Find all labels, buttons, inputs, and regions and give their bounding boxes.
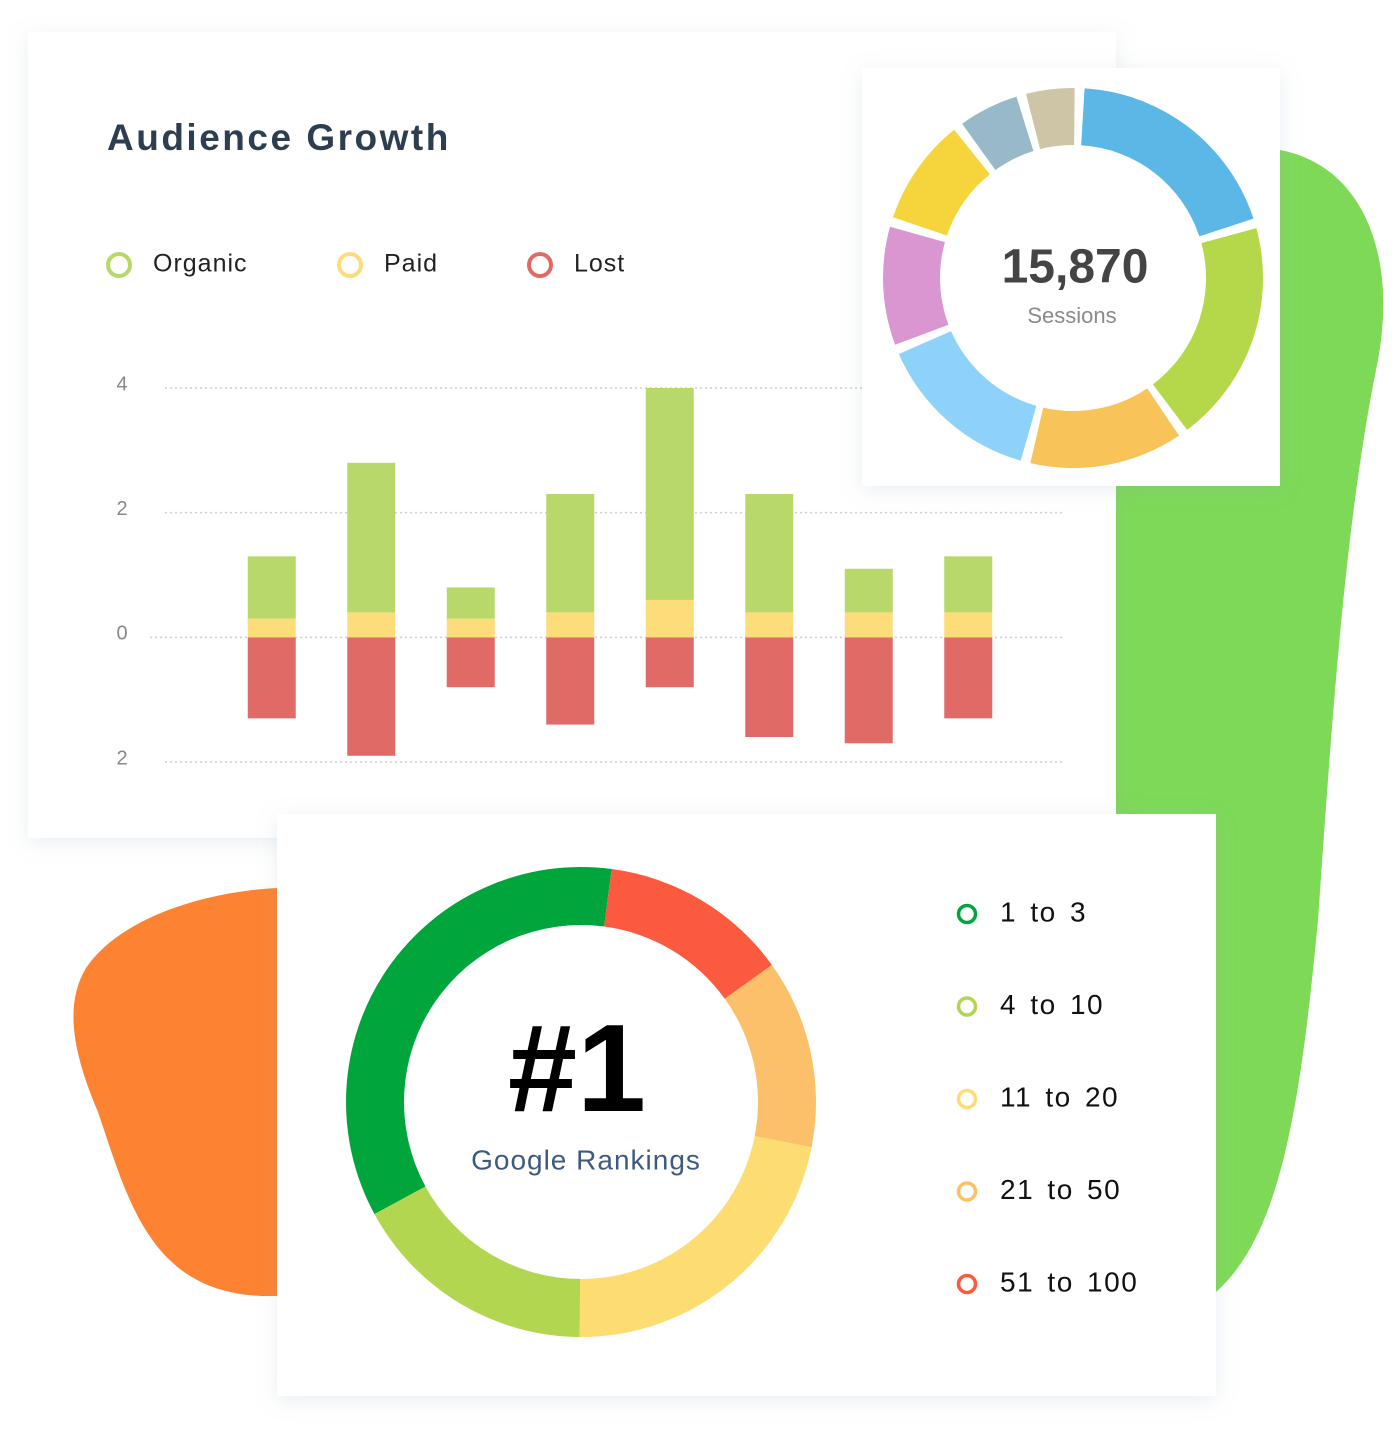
rankings-legend: 1 to 3 4 to 10 11 to 20 21 to 50 51 to 100 <box>956 896 1138 1297</box>
donut-segment <box>883 226 949 345</box>
legend-label: 1 to 3 <box>1000 896 1087 927</box>
donut-segment <box>892 129 990 236</box>
bar-segment <box>944 612 993 638</box>
sessions-value: 15,870 <box>1002 241 1149 294</box>
rankings-donut <box>345 867 816 1337</box>
bar-segment <box>844 637 893 744</box>
legend-label: 11 to 20 <box>1000 1081 1119 1112</box>
legend-label: 21 to 50 <box>1000 1174 1121 1205</box>
donut-segment <box>724 964 816 1148</box>
bar-segment <box>745 612 794 638</box>
bar-segment <box>944 637 993 719</box>
bar-segment <box>546 493 595 613</box>
donut-segment <box>345 867 612 1215</box>
bar-segment <box>347 637 396 756</box>
donut-segment <box>604 869 772 999</box>
legend-marker <box>956 903 978 925</box>
donut-segment <box>1030 388 1180 469</box>
bar-segment <box>347 462 396 613</box>
donut-segment <box>1152 228 1263 430</box>
y-tick-label: 0 <box>116 623 127 645</box>
orange-blob <box>73 888 277 1296</box>
legend-marker <box>337 252 363 278</box>
donut-segment <box>1081 88 1254 237</box>
y-tick-label: 4 <box>116 373 127 395</box>
bar-chart: 4 2 0 2 Organic Paid Lost <box>106 250 1062 769</box>
rankings-card <box>277 814 1216 1396</box>
legend-marker <box>956 1181 978 1202</box>
donut-segment <box>962 96 1034 171</box>
bar-segment <box>247 556 296 619</box>
bar-segment <box>247 637 296 719</box>
legend-marker <box>956 1088 978 1110</box>
bar-segment <box>745 637 794 738</box>
rankings-value: #1 <box>508 1000 646 1138</box>
bar-segment <box>446 637 495 688</box>
bar-segment <box>446 618 495 638</box>
bar-segment <box>546 612 595 638</box>
donut-segment <box>898 331 1037 461</box>
bar-segment <box>844 612 893 638</box>
bar-segment <box>844 568 893 613</box>
bar-segment <box>347 612 396 638</box>
bar-segment <box>645 599 694 638</box>
bar-segment <box>944 556 993 613</box>
bar-segment <box>446 587 495 619</box>
legend-marker <box>956 1273 978 1295</box>
donut-segment <box>1026 88 1075 150</box>
rankings-label: Google Rankings <box>471 1144 701 1175</box>
chart-title: Audience Growth <box>107 117 451 158</box>
legend-label: 4 to 10 <box>1000 989 1104 1020</box>
legend-marker <box>956 996 978 1017</box>
bar-segment <box>645 388 694 600</box>
legend-marker <box>527 252 553 278</box>
sessions-label: Sessions <box>1027 303 1116 328</box>
bar-segment <box>745 493 794 613</box>
legend-label: Paid <box>384 250 438 278</box>
donut-segment <box>374 1186 581 1337</box>
donut-segment <box>579 1136 812 1337</box>
bar-segment <box>645 637 694 688</box>
bar-segment <box>546 637 595 725</box>
legend-marker <box>106 252 132 278</box>
legend-label: Organic <box>153 250 248 278</box>
legend-label: Lost <box>574 250 625 278</box>
y-tick-label: 2 <box>116 747 127 769</box>
bar-segment <box>247 618 296 638</box>
y-tick-label: 2 <box>116 498 127 520</box>
sessions-donut <box>883 88 1263 469</box>
legend-label: 51 to 100 <box>1000 1266 1138 1297</box>
